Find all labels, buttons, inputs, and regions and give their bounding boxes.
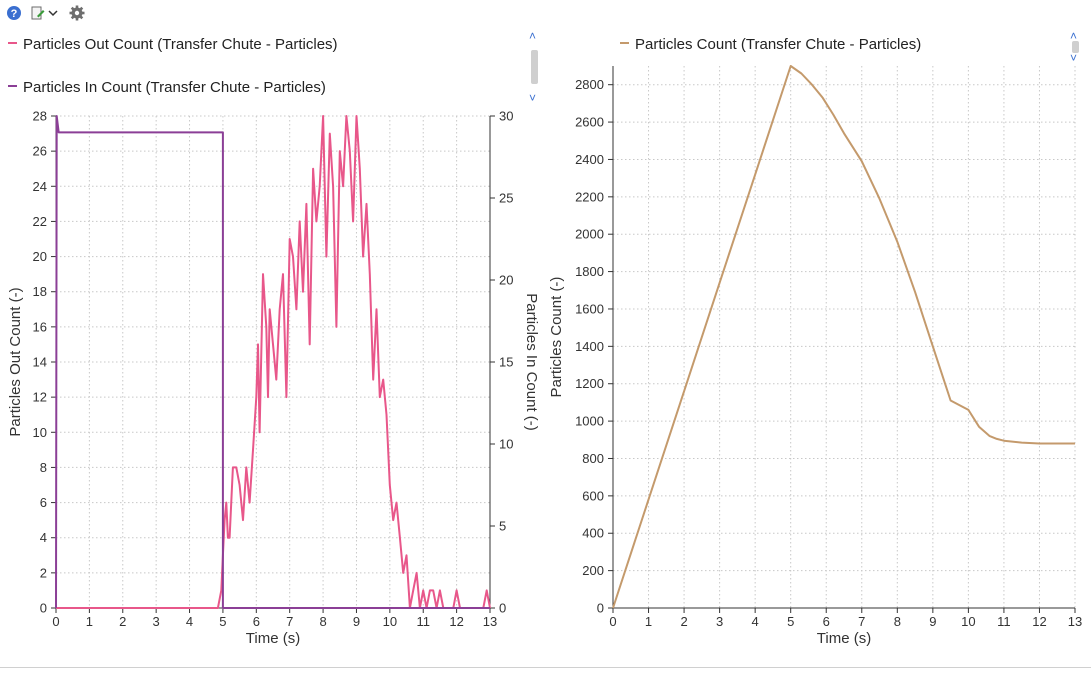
y-tick-label: 1000: [575, 414, 604, 429]
x-tick-label: 11: [416, 614, 430, 629]
x-tick-label: 7: [286, 614, 293, 629]
legend-right-scroll-down-button[interactable]: ˅: [1070, 51, 1078, 65]
legend-scrollbar-thumb[interactable]: [531, 50, 538, 84]
legend-scroll-down-button[interactable]: ˅: [529, 91, 537, 105]
y-tick-label: 2600: [575, 115, 604, 130]
x-tick-label: 5: [787, 614, 794, 629]
y2-tick-label: 15: [499, 355, 513, 370]
y2-axis-title: Particles In Count (-): [523, 293, 540, 431]
y-tick-label: 26: [33, 144, 47, 159]
x-tick-label: 6: [823, 614, 830, 629]
x-tick-label: 12: [1032, 614, 1046, 629]
y2-tick-label: 0: [499, 601, 506, 616]
y-tick-label: 6: [40, 495, 47, 510]
y-tick-label: 28: [33, 109, 47, 124]
y2-tick-label: 5: [499, 519, 506, 534]
x-tick-label: 10: [961, 614, 975, 629]
y-tick-label: 10: [33, 425, 47, 440]
y-tick-label: 600: [582, 488, 604, 503]
legend-label-out: Particles Out Count (Transfer Chute - Pa…: [23, 36, 338, 53]
x-tick-label: 5: [219, 614, 226, 629]
x-tick-label: 6: [253, 614, 260, 629]
legend-right-scrollbar-thumb[interactable]: [1072, 41, 1079, 53]
y-tick-label: 800: [582, 451, 604, 466]
y-tick-label: 2400: [575, 152, 604, 167]
x-tick-label: 2: [680, 614, 687, 629]
legend-swatch-in: [8, 85, 17, 88]
legend-label-count: Particles Count (Transfer Chute - Partic…: [635, 36, 922, 53]
x-tick-label: 7: [858, 614, 865, 629]
help-icon[interactable]: ?: [6, 5, 22, 21]
particles-count-chart: 0 1 2 3 4 5 6 7 8 9 10 11 12 130200400600800100012001…: [548, 65, 1082, 647]
legend-item-out-count[interactable]: Particles Out Count (Transfer Chute - Pa…: [8, 36, 338, 53]
y2-tick-label: 20: [499, 273, 513, 288]
x-tick-label: 0: [609, 614, 616, 629]
series-line-1: [56, 115, 491, 609]
particles-in-out-chart: 0 1 2 3 4 5 6 7 8 9 10 11 12 130246810121416182022242…: [7, 109, 540, 648]
y2-tick-label: 30: [499, 109, 513, 124]
y-tick-label: 2800: [575, 77, 604, 92]
y-tick-label: 14: [33, 355, 47, 370]
chevron-down-icon[interactable]: [47, 5, 59, 21]
y-tick-label: 22: [33, 214, 47, 229]
x-tick-label: 2: [119, 614, 126, 629]
x-tick-label: 1: [645, 614, 652, 629]
y-axis-title: Particles Out Count (-): [7, 287, 24, 436]
x-tick-label: 1: [86, 614, 93, 629]
y-tick-label: 2200: [575, 189, 604, 204]
edit-document-icon[interactable]: [30, 5, 46, 21]
bottom-divider: [0, 667, 1091, 668]
legend-item-count[interactable]: Particles Count (Transfer Chute - Partic…: [620, 36, 921, 53]
y-tick-label: 200: [582, 563, 604, 578]
series-line-2: [55, 115, 490, 609]
y-tick-label: 1600: [575, 301, 604, 316]
x-tick-label: 13: [1068, 614, 1082, 629]
toolbar: ?: [0, 0, 1091, 26]
x-axis-title: Time (s): [246, 630, 300, 647]
y-tick-label: 4: [40, 530, 47, 545]
y2-tick-label: 25: [499, 191, 513, 206]
y-tick-label: 20: [33, 249, 47, 264]
x-tick-label: 4: [752, 614, 759, 629]
x-tick-label: 3: [153, 614, 160, 629]
x-tick-label: 12: [449, 614, 463, 629]
legend-label-in: Particles In Count (Transfer Chute - Par…: [23, 79, 326, 96]
gear-icon[interactable]: [69, 5, 85, 21]
x-tick-label: 9: [353, 614, 360, 629]
x-tick-label: 9: [929, 614, 936, 629]
legend-swatch-out: [8, 42, 17, 45]
y-tick-label: 1800: [575, 264, 604, 279]
y-tick-label: 1400: [575, 339, 604, 354]
y-tick-label: 18: [33, 284, 47, 299]
x-tick-label: 11: [997, 614, 1011, 629]
x-tick-label: 4: [186, 614, 193, 629]
y-tick-label: 2000: [575, 227, 604, 242]
y-tick-label: 1200: [575, 376, 604, 391]
y-tick-label: 12: [33, 390, 47, 405]
y2-tick-label: 10: [499, 437, 513, 452]
y-tick-label: 16: [33, 319, 47, 334]
svg-text:?: ?: [11, 8, 18, 20]
y-tick-label: 2: [40, 565, 47, 580]
legend-item-in-count[interactable]: Particles In Count (Transfer Chute - Par…: [8, 79, 326, 96]
y-tick-label: 8: [40, 460, 47, 475]
legend-right-scroll-up-button[interactable]: ˄: [1070, 29, 1078, 43]
y-tick-label: 24: [33, 179, 47, 194]
legend-swatch-count: [620, 42, 629, 45]
x-tick-label: 3: [716, 614, 723, 629]
y-axis-title: Particles Count (-): [548, 277, 565, 398]
x-tick-label: 0: [52, 614, 59, 629]
x-tick-label: 13: [483, 614, 497, 629]
legend-scroll-up-button[interactable]: ˄: [529, 29, 537, 43]
x-tick-label: 8: [894, 614, 901, 629]
y-tick-label: 0: [597, 601, 604, 616]
x-tick-label: 10: [383, 614, 397, 629]
x-tick-label: 8: [319, 614, 326, 629]
y-tick-label: 400: [582, 526, 604, 541]
y-tick-label: 0: [40, 601, 47, 616]
series-line-1: [612, 65, 1075, 609]
x-axis-title: Time (s): [817, 630, 871, 647]
